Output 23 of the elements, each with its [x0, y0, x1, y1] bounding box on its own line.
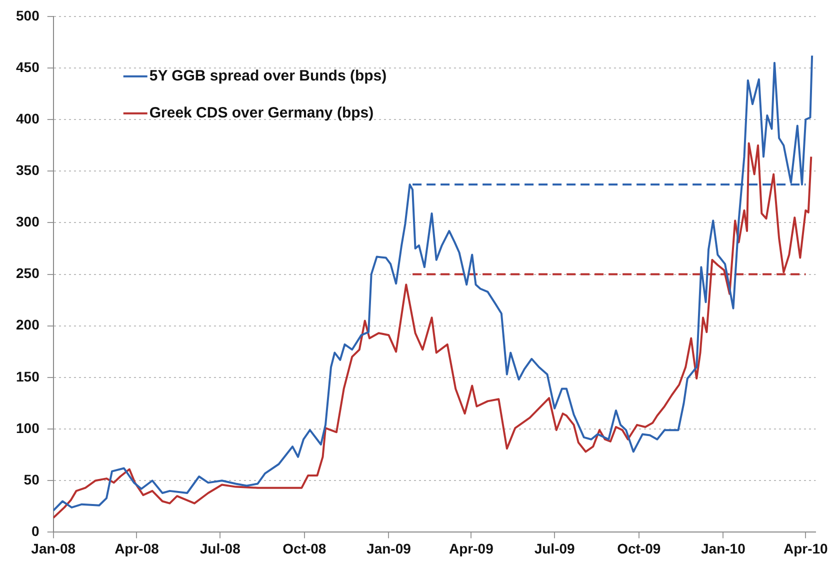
x-tick-label: Apr-09	[449, 540, 494, 556]
y-tick-label: 200	[16, 316, 40, 333]
y-tick-label: 0	[32, 523, 40, 540]
x-tick-label: Jul-08	[200, 540, 241, 556]
y-tick-label: 150	[16, 368, 40, 384]
y-tick-label: 300	[16, 214, 40, 230]
y-tick-label: 400	[16, 110, 40, 126]
x-tick-label: Jul-09	[534, 540, 576, 556]
y-tick-label: 350	[16, 162, 40, 178]
x-tick-label: Apr-08	[114, 540, 160, 556]
y-tick-label: 50	[24, 471, 40, 488]
x-tick-label: Oct-09	[617, 540, 661, 556]
legend-label: Greek CDS over Germany (bps)	[149, 104, 374, 122]
x-tick-label: Jan-08	[31, 540, 76, 556]
y-tick-label: 500	[16, 7, 40, 24]
x-tick-label: Jan-09	[366, 540, 412, 556]
y-tick-label: 100	[16, 420, 40, 436]
x-tick-label: Jan-10	[700, 540, 746, 556]
x-tick-label: Oct-08	[282, 540, 326, 556]
y-tick-label: 250	[16, 265, 40, 282]
x-tick-label: Apr-10	[783, 540, 828, 556]
legend-label: 5Y GGB spread over Bunds (bps)	[149, 68, 387, 85]
y-tick-label: 450	[16, 58, 40, 75]
